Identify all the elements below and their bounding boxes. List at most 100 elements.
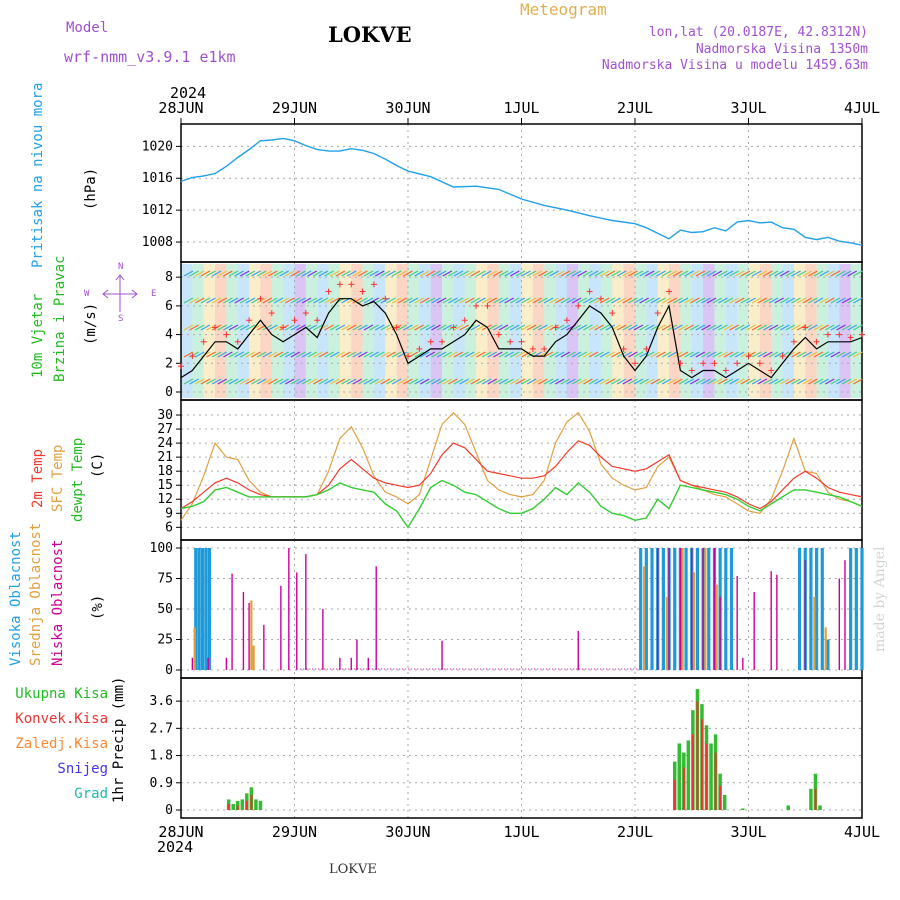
wind-barb — [504, 324, 514, 331]
wind-barb — [189, 378, 199, 385]
precip-convective-bar — [245, 800, 248, 810]
cloud-low-bar — [207, 657, 209, 670]
panel-frame — [180, 123, 863, 263]
precip-convective-bar — [719, 785, 722, 810]
wind-barb — [779, 297, 790, 304]
wind-barb — [785, 378, 796, 385]
wind-barb — [189, 297, 199, 304]
wind-barb — [526, 297, 537, 304]
wind-barb — [431, 270, 441, 277]
wind-barb — [768, 270, 779, 277]
cloud-high-bar — [684, 548, 688, 670]
wind-barb — [684, 351, 694, 358]
year-bottom: 2024 — [157, 838, 194, 856]
wind-barb — [217, 270, 228, 277]
wind-barb — [526, 351, 537, 358]
wind-barb — [448, 270, 458, 277]
wind-barb — [211, 351, 222, 358]
cloud-high-bar — [204, 548, 208, 670]
wind-barb — [791, 324, 801, 331]
cloud-mid-bar — [252, 645, 255, 670]
cloud-low-bar — [322, 609, 324, 670]
wind-barb — [391, 270, 402, 277]
wind-barb — [509, 270, 520, 277]
wind-barb — [802, 378, 813, 385]
wind-barb — [768, 324, 779, 331]
wind-barb — [262, 351, 273, 358]
wind-barb — [200, 297, 211, 304]
cloud-high-bar — [854, 548, 858, 670]
cloud-low-bar — [441, 640, 443, 670]
wind-barb — [785, 270, 796, 277]
wind-band — [850, 264, 862, 398]
wind-barb — [509, 378, 520, 385]
wind-barb — [183, 351, 194, 358]
wind-barb — [796, 297, 807, 304]
wind-barb — [701, 351, 711, 358]
wind-barb — [639, 378, 649, 385]
wind-barb — [194, 297, 205, 304]
wind-barb — [616, 378, 627, 385]
wind-barb — [633, 324, 644, 331]
wind-band — [839, 264, 851, 398]
wind-barb — [768, 378, 779, 385]
wind-band — [510, 264, 522, 398]
wind-barb — [566, 351, 576, 358]
wind-barb — [813, 270, 824, 277]
wind-barb — [346, 270, 357, 277]
wind-barb — [673, 297, 683, 304]
wind-barb — [228, 270, 239, 277]
wind-barb — [234, 351, 244, 358]
wind-barb — [391, 378, 402, 385]
wind-barb — [841, 324, 852, 331]
wind-band — [714, 264, 726, 398]
precip-total-bar — [809, 788, 813, 810]
wind-barb — [296, 297, 306, 304]
wind-barb — [296, 324, 306, 331]
wind-band — [249, 264, 261, 398]
wind-barb — [374, 378, 385, 385]
wind-barb — [706, 351, 717, 358]
wind-barb — [583, 297, 593, 304]
wind-barb — [639, 270, 649, 277]
x-tick-label-top: 2JUL — [617, 99, 653, 117]
y-tick-label: 1020 — [142, 139, 173, 154]
compass-south: S — [118, 314, 124, 324]
wind-barb — [307, 297, 318, 304]
precip-total-bar — [709, 743, 713, 810]
wind-barb — [262, 297, 273, 304]
precip-convective-bar — [691, 734, 694, 810]
wind-barb — [757, 270, 768, 277]
wind-barb — [239, 378, 250, 385]
wind-barb — [273, 297, 284, 304]
wind-speed-line — [180, 298, 863, 379]
wind-barb — [318, 351, 329, 358]
wind-barb — [813, 297, 824, 304]
wind-barb — [768, 297, 779, 304]
wind-barb — [796, 378, 807, 385]
wind-barb — [695, 324, 706, 331]
wind-barb — [667, 351, 678, 358]
wind-barb — [628, 351, 638, 358]
wind-barb — [296, 270, 306, 277]
wind-barb — [667, 270, 678, 277]
wind-barb — [425, 351, 436, 358]
precip-total-bar — [786, 805, 790, 810]
wind-barb — [414, 297, 424, 304]
wind-barb — [419, 270, 430, 277]
wind-barb — [464, 270, 475, 277]
wind-barb — [358, 324, 368, 331]
wind-barb — [228, 324, 239, 331]
wind-barb — [268, 324, 278, 331]
wind-barb — [324, 297, 334, 304]
cloud-mid-bar — [824, 627, 827, 670]
wind-barb — [824, 351, 835, 358]
compass-north: N — [118, 262, 124, 272]
cloud-low-bar — [296, 572, 298, 670]
wind-barb — [661, 351, 672, 358]
wind-barb — [206, 297, 216, 304]
wind-barb — [228, 297, 239, 304]
wind-barb — [836, 378, 846, 385]
wind-barb — [684, 297, 694, 304]
wind-barb — [290, 297, 301, 304]
